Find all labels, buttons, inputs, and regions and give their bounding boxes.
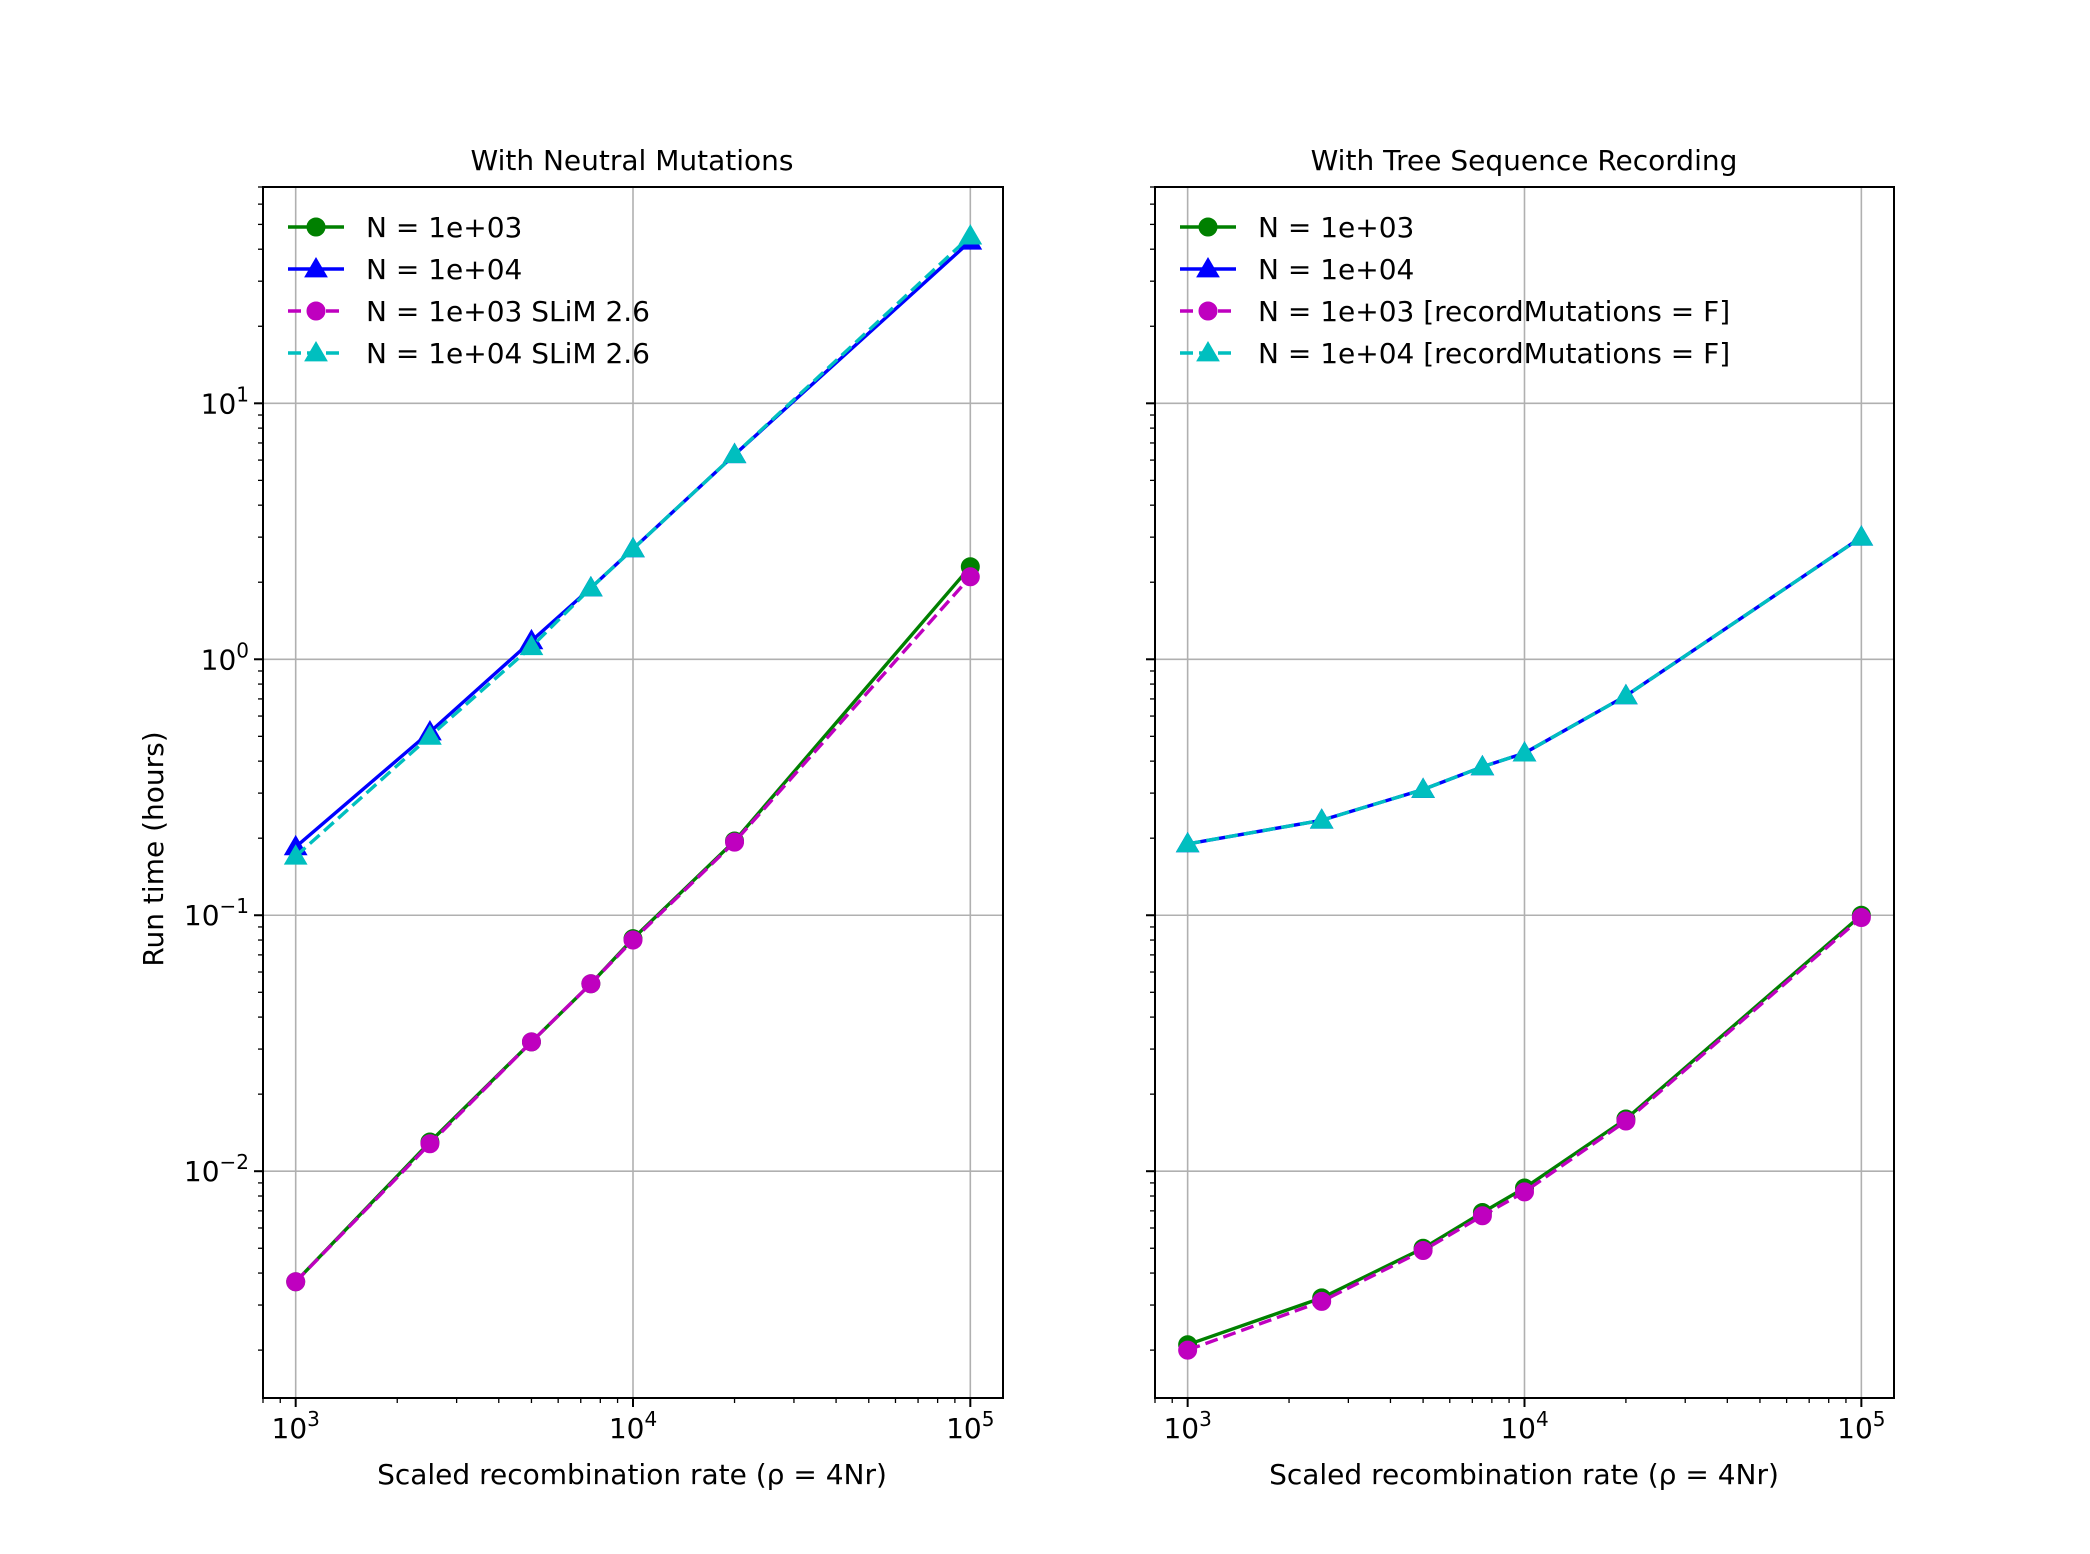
left-panel-y-tick-label: 101 [201,382,249,420]
left-panel-legend-marker-1 [304,257,328,278]
left-panel-y-tick-label: 10−2 [184,1150,249,1188]
left-panel-series-2-point [581,974,601,994]
right-panel-series-2-point [1616,1111,1636,1131]
left-panel-legend-label-0: N = 1e+03 [366,211,522,244]
left-panel-legend-label-1: N = 1e+04 [366,253,522,286]
right-panel-legend-marker-0 [1198,217,1218,237]
right-panel-series-3-point [1309,808,1334,829]
right-panel-ticks: 103 104 105 [1146,186,1886,1445]
left-panel-legend-label-2: N = 1e+03 SLiM 2.6 [366,295,650,328]
left-panel-ticks: 103 104 105 10−2 10−1 100 101 [184,186,994,1445]
left-panel-legend-marker-0 [306,217,326,237]
left-panel-x-tick-label: 103 [272,1407,320,1445]
right-panel-legend-label-3: N = 1e+04 [recordMutations = F] [1258,337,1730,370]
right-panel-title: With Tree Sequence Recording [1311,144,1738,177]
right-panel-series-2-point [1472,1206,1492,1226]
left-panel-series-3-point [958,224,983,245]
left-panel-grid [263,187,1003,1398]
left-panel-x-tick-label: 104 [609,1407,657,1445]
right-panel-x-tick-label: 103 [1163,1407,1211,1445]
right-panel-series-3-point [1470,754,1495,776]
right-panel-x-axis-label: Scaled recombination rate (ρ = 4Nr) [1269,1458,1779,1491]
right-panel-x-tick-label: 104 [1500,1407,1548,1445]
left-panel-series-3-point [418,724,442,745]
left-panel-series-2-point [725,832,745,852]
left-panel-series-3-point [283,844,308,865]
right-panel-frame [1154,186,1895,1399]
left-panel-legend-marker-3 [304,341,328,362]
right-panel-series-3-point [1411,777,1435,798]
right-panel-x-tick-label: 105 [1837,1407,1885,1445]
right-panel-series-2-point [1851,907,1871,927]
right-panel-series-2-point [1312,1291,1332,1311]
right-panel-legend-marker-1 [1196,257,1220,278]
right-panel-legend-label-0: N = 1e+03 [1258,211,1414,244]
right-panel-series-2-point [1413,1241,1433,1261]
left-panel-y-tick-label: 100 [201,638,249,676]
left-panel-series-3-point [621,536,645,558]
right-panel-legend-marker-3 [1196,341,1220,362]
right-panel-legend-label-1: N = 1e+04 [1258,253,1414,286]
left-panel-title: With Neutral Mutations [471,144,794,177]
left-panel-series-3-point [578,575,603,597]
left-panel-y-tick-label: 10−1 [184,894,249,932]
left-panel-series-2-point [960,567,980,587]
right-panel: With Tree Sequence Recording Scaled reco… [1146,144,1895,1491]
left-panel-series-2-point [286,1272,306,1292]
right-panel-legend-marker-2 [1198,301,1218,321]
right-panel-series-3-point [1614,683,1638,705]
left-panel-x-axis-label: Scaled recombination rate (ρ = 4Nr) [377,1458,887,1491]
left-panel-series-3-point [519,634,544,656]
right-panel-legend-label-2: N = 1e+03 [recordMutations = F] [1258,295,1730,328]
right-panel-series-3-point [1512,741,1537,762]
right-panel-plot-area [1175,525,1874,1360]
left-panel-series-2-point [420,1134,440,1154]
left-panel-legend-label-3: N = 1e+04 SLiM 2.6 [366,337,650,370]
left-panel: With Neutral Mutations Scaled recombinat… [137,144,1004,1491]
left-panel-plot-area [283,224,983,1292]
left-panel-series-3-point [722,442,747,464]
right-panel-legend: N = 1e+03 N = 1e+04 N = 1e+03 [recordMutat… [1180,211,1730,370]
left-panel-y-axis-label: Run time (hours) [137,731,170,966]
left-panel-x-tick-label: 105 [946,1407,994,1445]
right-panel-series-2-point [1515,1182,1534,1202]
left-panel-frame [262,186,1004,1399]
left-panel-series-2-point [521,1032,541,1052]
left-panel-legend: N = 1e+03 N = 1e+04 N = 1e+03 SLiM 2.6 N = … [288,211,650,370]
left-panel-legend-marker-2 [306,301,326,321]
right-panel-series-3-point [1849,525,1874,546]
right-panel-series-3-point [1175,831,1200,853]
right-panel-series-2-point [1178,1340,1198,1360]
left-panel-series-2-point [623,930,643,950]
